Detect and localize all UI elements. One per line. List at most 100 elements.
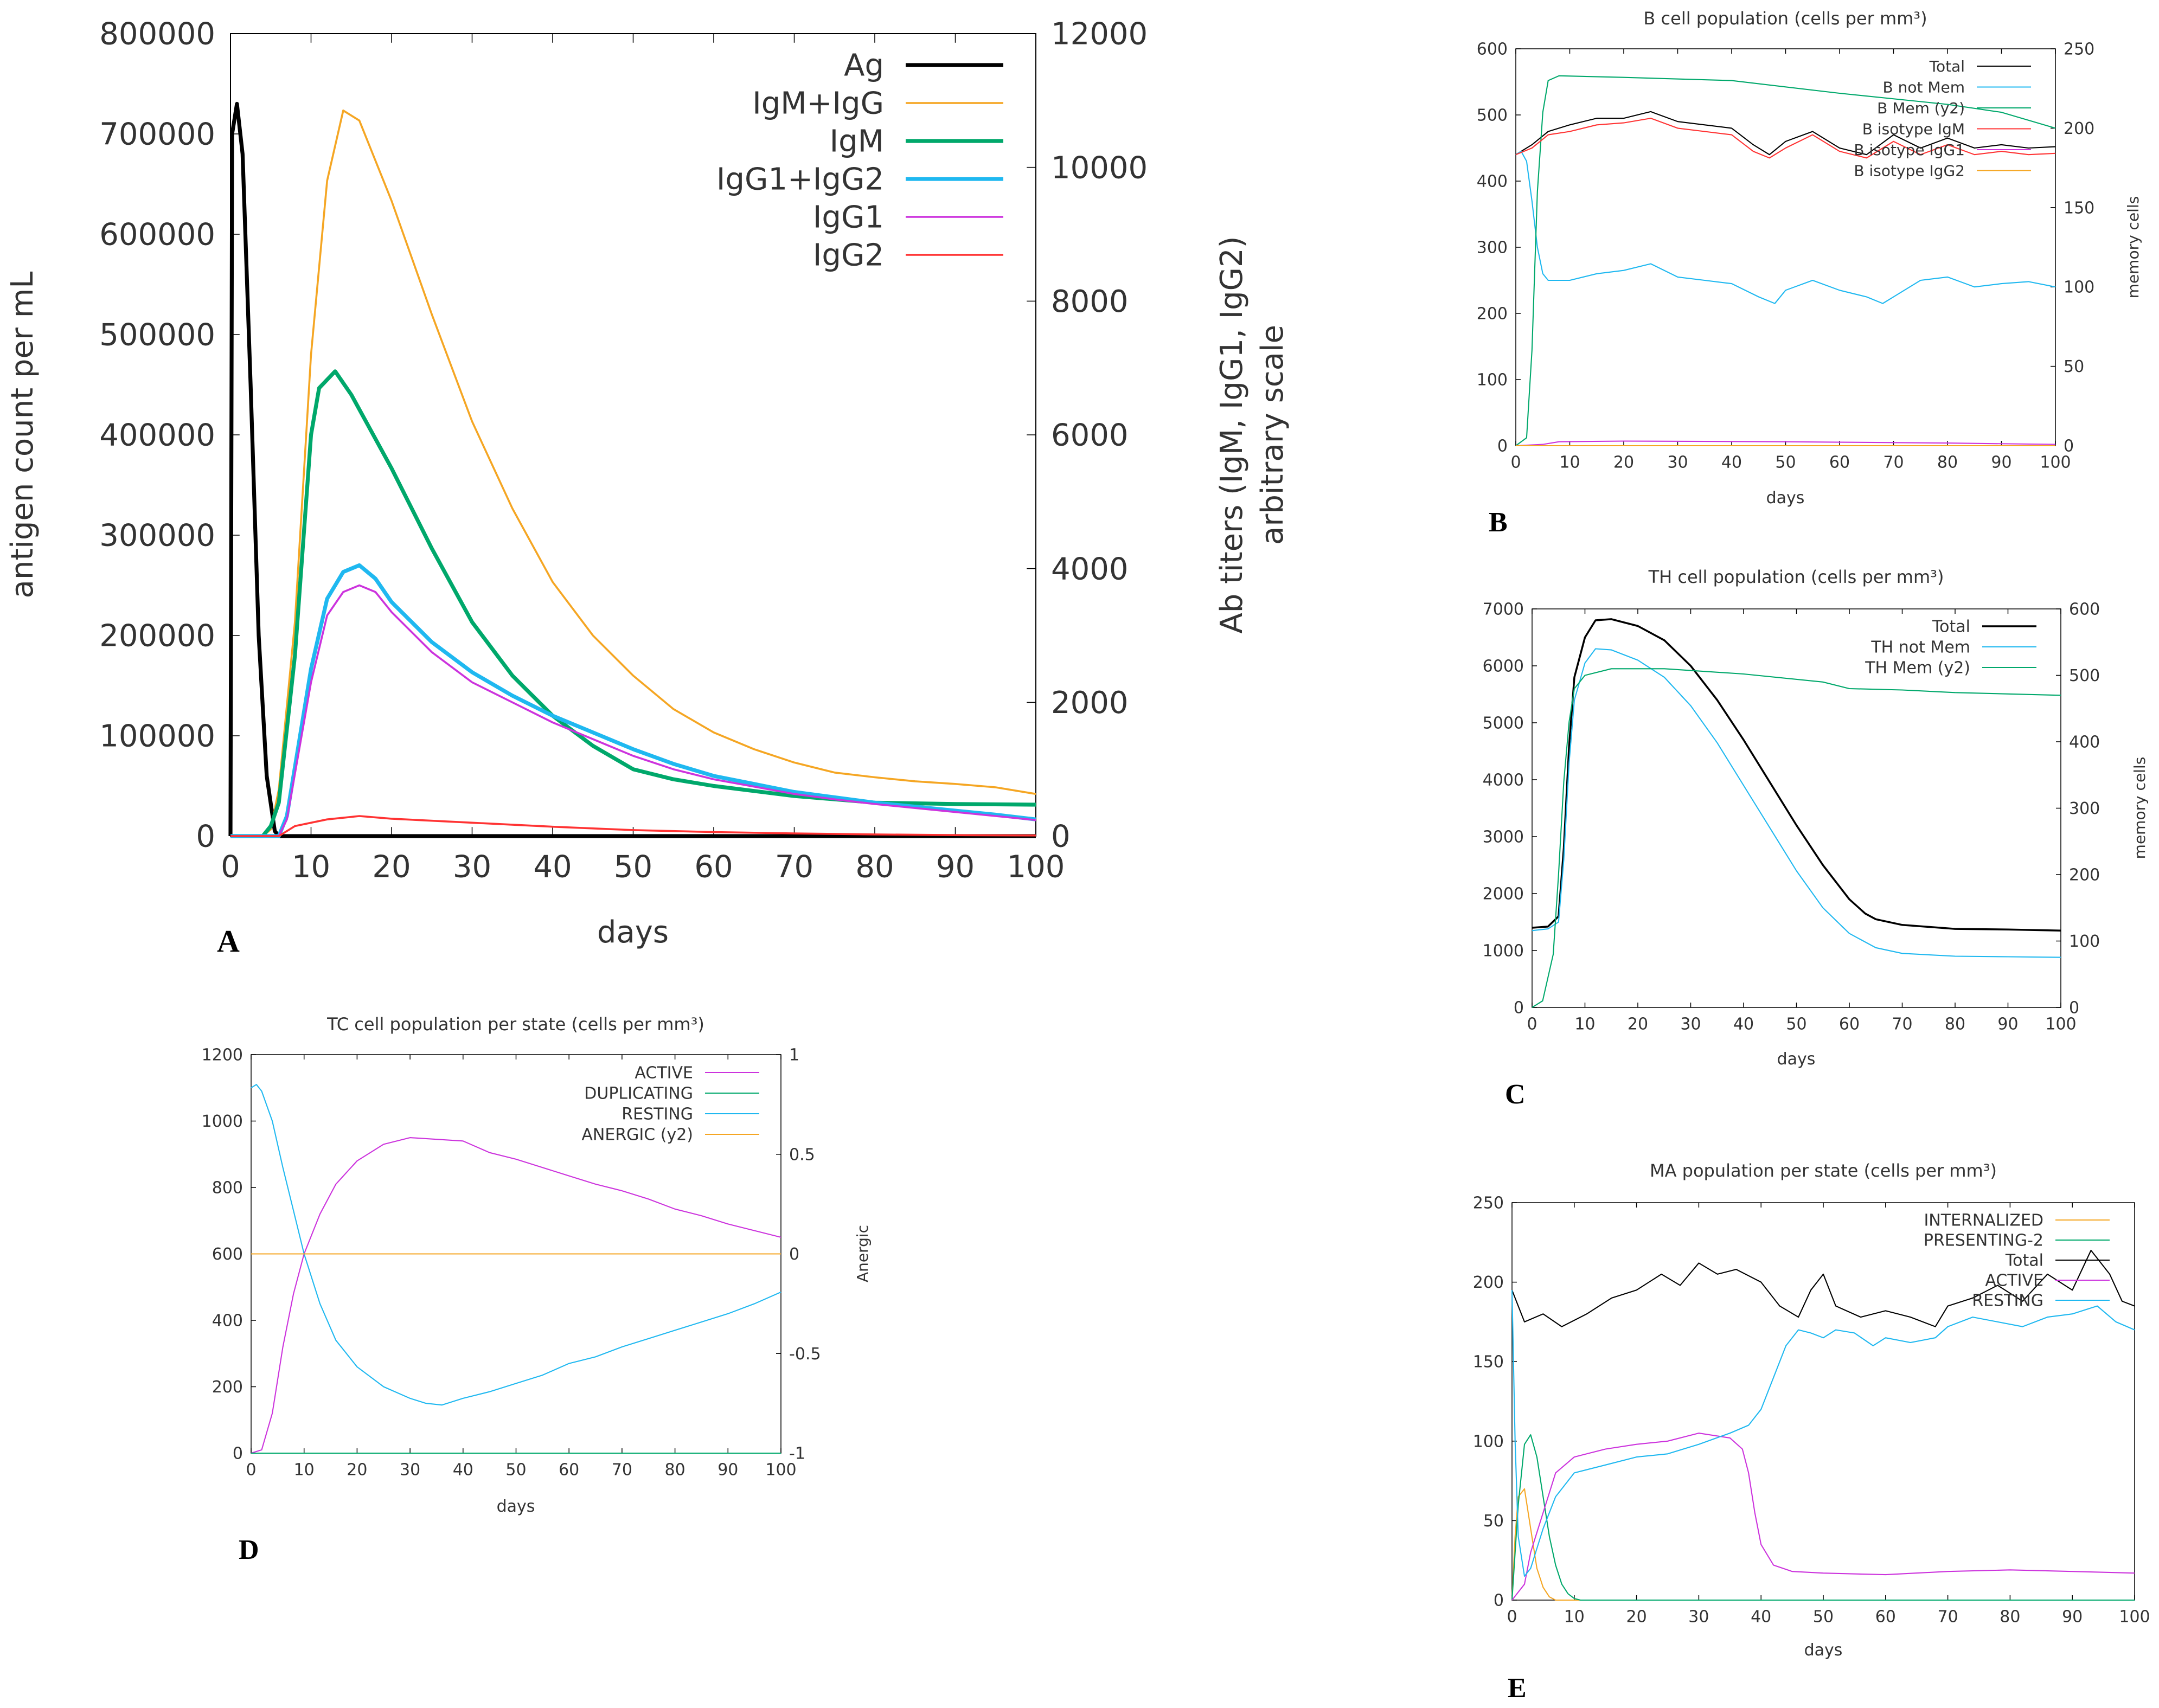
y2-tick-label: 0 <box>2064 437 2074 456</box>
x-tick-label: 10 <box>292 850 330 885</box>
x-tick-label: 90 <box>2062 1608 2083 1627</box>
series-line-total <box>1515 111 2056 156</box>
y2-tick-label: 200 <box>2069 866 2100 885</box>
legend-label: B not Mem <box>1882 78 1965 96</box>
x-tick-label: 60 <box>559 1461 579 1480</box>
y2-ticks: 0 2000 4000 6000 8000 10000 12000 <box>1027 17 1148 855</box>
y-tick-label: 0 <box>1497 437 1508 456</box>
x-tick-label: 50 <box>505 1461 526 1480</box>
y2-tick-label: 6000 <box>1051 418 1129 453</box>
legend: Total B not Mem B Mem (y2) B isotype IgM B i… <box>1854 57 2031 179</box>
x-tick-label: 40 <box>533 850 572 885</box>
x-tick-label: 70 <box>612 1461 632 1480</box>
y-tick-label: 0 <box>1494 1591 1504 1610</box>
y-tick-label: 700000 <box>99 117 215 152</box>
x-tick-label: 20 <box>347 1461 367 1480</box>
x-tick-label: 80 <box>855 850 894 885</box>
y-ticks: 0 50 100 150 200 250 <box>1473 1194 1517 1610</box>
y-tick-label: 3000 <box>1483 828 1524 847</box>
x-tick-label: 80 <box>1937 453 1958 472</box>
y-tick-label: 500 <box>1477 106 1508 125</box>
chart-title: TH cell population (cells per mm³) <box>1648 567 1944 587</box>
legend-label: IgG1 <box>813 200 884 235</box>
series-line-active <box>1511 1433 2135 1601</box>
x-tick-label: 70 <box>775 850 813 885</box>
y-ticks: 0 100 200 300 400 500 600 <box>1477 40 1521 456</box>
x-tick-label: 30 <box>1667 453 1688 472</box>
x-tick-label: 30 <box>1688 1608 1709 1627</box>
series-line-total <box>1532 618 2061 932</box>
y-tick-label: 50 <box>1483 1512 1504 1531</box>
x-tick-label: 100 <box>2045 1015 2076 1034</box>
legend-label: Total <box>1932 618 1970 637</box>
y2-axis-label: memory cells <box>2124 196 2142 299</box>
series-line-igg1-igg2 <box>230 563 1036 838</box>
x-tick-label: 40 <box>1721 453 1742 472</box>
y2-axis-label: Anergic <box>854 1225 872 1282</box>
legend-label: B Mem (y2) <box>1877 99 1965 117</box>
legend-label: ACTIVE <box>635 1064 693 1083</box>
legend-label: IgG2 <box>813 238 884 273</box>
x-tick-label: 80 <box>665 1461 686 1480</box>
chart-title: B cell population (cells per mm³) <box>1643 8 1927 29</box>
x-tick-label: 90 <box>936 850 975 885</box>
y2-tick-label: 50 <box>2064 357 2084 376</box>
x-tick-label: 60 <box>1829 453 1850 472</box>
y2-tick-label: 8000 <box>1051 284 1129 319</box>
y2-tick-label: -0.5 <box>789 1345 821 1364</box>
legend-label: IgM <box>830 124 884 159</box>
series-line-ag <box>228 101 1036 838</box>
panel-e: 0 10 20 30 40 50 60 70 80 90 100 0 50 100 150 200 250 I… <box>1473 1160 2150 1704</box>
y-tick-label: 300000 <box>99 518 215 554</box>
x-tick-label: 60 <box>694 850 733 885</box>
y2-tick-label: 12000 <box>1051 17 1148 52</box>
y-tick-label: 5000 <box>1483 714 1524 733</box>
y2-axis-label: Ab titers (IgM, IgG1, IgG2) <box>1214 236 1250 633</box>
series-layer <box>228 101 1036 838</box>
y2-tick-label: 300 <box>2069 799 2100 818</box>
y-tick-label: 200 <box>1477 305 1508 324</box>
x-tick-label: 20 <box>1613 453 1634 472</box>
legend-label: PRESENTING-2 <box>1924 1231 2043 1250</box>
series-line-total <box>1511 1249 2135 1327</box>
x-tick-label: 20 <box>1628 1015 1648 1034</box>
panel-a: 0 10 20 30 40 50 60 70 80 90 100 01000002000003000… <box>5 17 1290 959</box>
x-axis-label: days <box>497 1497 535 1516</box>
series-line-igm-igg <box>230 110 1036 837</box>
y-tick-label: 100 <box>1477 371 1508 390</box>
y-tick-label: 200 <box>1473 1273 1504 1292</box>
y2-ticks: -1 -0.5 0 0.5 1 <box>776 1046 821 1463</box>
panel-b: 0 10 20 30 40 50 60 70 80 90 100 01002003004005006… <box>1477 8 2142 538</box>
x-axis-label: days <box>1766 489 1805 508</box>
y2-tick-label: 10000 <box>1051 150 1148 185</box>
y-tick-label: 4000 <box>1483 771 1524 790</box>
y2-tick-label: 100 <box>2064 278 2094 297</box>
y2-axis-label: memory cells <box>2131 757 2149 859</box>
x-tick-label: 50 <box>614 850 652 885</box>
y-tick-label: 200000 <box>99 619 215 654</box>
x-tick-label: 90 <box>1991 453 2011 472</box>
series-layer <box>1515 75 2056 447</box>
y-tick-label: 0 <box>233 1444 243 1463</box>
y-axis-label: antigen count per mL <box>5 272 40 599</box>
series-line-resting <box>1511 1290 2135 1577</box>
x-tick-label: 40 <box>1751 1608 1771 1627</box>
legend-label: IgM+IgG <box>752 86 884 121</box>
legend-label: Ag <box>844 48 884 84</box>
series-line-igg2 <box>230 815 1036 837</box>
y-tick-label: 1000 <box>1483 942 1524 961</box>
legend-label: RESTING <box>1972 1292 2043 1311</box>
y2-tick-label: 4000 <box>1051 551 1129 587</box>
y2-tick-label: 500 <box>2069 666 2100 685</box>
legend-label: Total <box>1929 57 1965 75</box>
x-tick-label: 30 <box>1680 1015 1701 1034</box>
x-tick-label: 40 <box>453 1461 473 1480</box>
x-tick-label: 80 <box>2000 1608 2020 1627</box>
y-ticks: 0 100000 200000 300000 400000 500000 600000 700… <box>99 17 240 855</box>
y2-tick-label: 250 <box>2064 40 2094 59</box>
legend-label: TH not Mem <box>1870 638 1970 657</box>
x-ticks: 0 10 20 30 40 50 60 70 80 90 100 <box>246 1055 797 1480</box>
series-line-b-isotype-igm <box>1515 118 2056 159</box>
